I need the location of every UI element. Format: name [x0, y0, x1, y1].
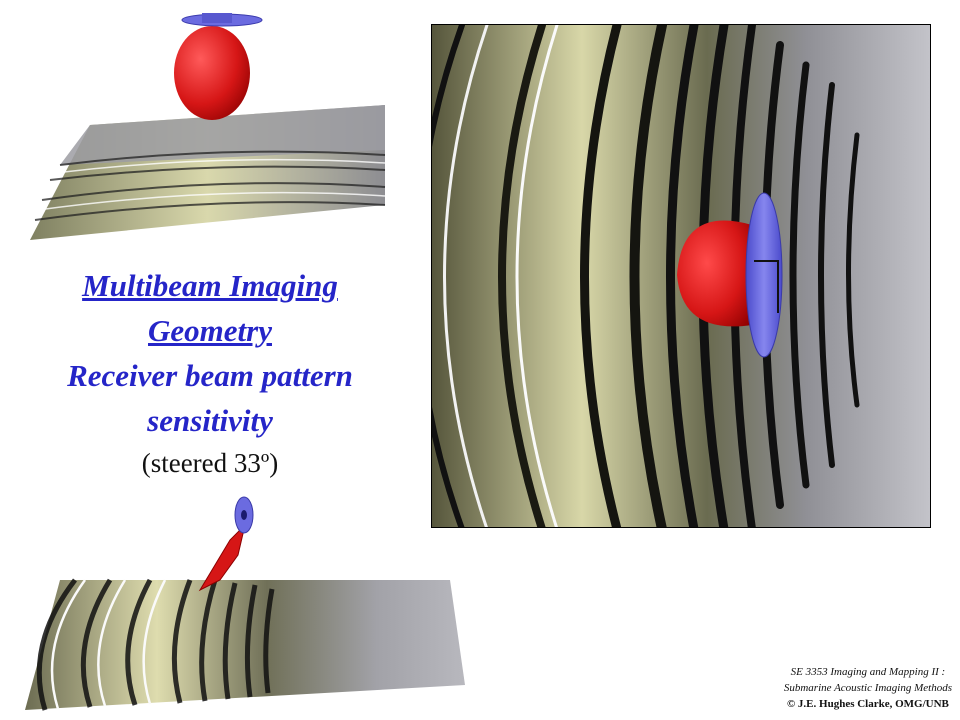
bottom-perspective-figure	[0, 485, 470, 720]
course-line: SE 3353 Imaging and Mapping II :	[790, 666, 946, 678]
title-line-1: Multibeam Imaging	[82, 268, 338, 303]
subtitle-line-1: Receiver beam pattern	[67, 358, 353, 393]
seafloor-plate	[25, 580, 465, 710]
slide-title-block: Multibeam Imaging Geometry Receiver beam…	[10, 263, 410, 483]
subtitle-line-2: sensitivity	[147, 403, 273, 438]
receive-beam-lobe	[174, 26, 250, 120]
course-credits: SE 3353 Imaging and Mapping II : Submari…	[784, 664, 952, 712]
top-perspective-figure	[30, 5, 390, 250]
plan-view-figure	[431, 24, 931, 528]
course-subtitle: Submarine Acoustic Imaging Methods	[783, 682, 952, 694]
title-line-2: Geometry	[148, 313, 272, 348]
receive-beam-lobe	[198, 523, 246, 592]
transducer-icon	[745, 192, 783, 358]
copyright-line: © J.E. Hughes Clarke, OMG/UNB	[786, 698, 949, 710]
steering-note: (steered 33º)	[141, 448, 279, 478]
receive-beam-lobe	[677, 220, 752, 327]
